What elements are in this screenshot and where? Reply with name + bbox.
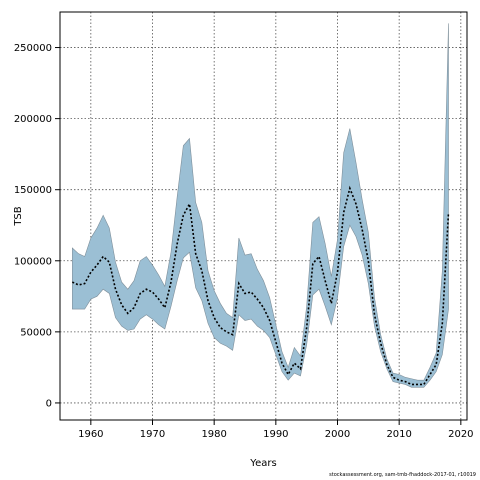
x-tick-label: 1990 — [263, 429, 288, 440]
x-axis: 1960 1970 1980 1990 2000 2010 2020 — [78, 420, 474, 440]
x-tick-label: 2020 — [448, 429, 473, 440]
tsb-estimate-line — [71, 185, 450, 386]
grid-lines — [60, 12, 467, 420]
x-tick-label: 1970 — [140, 429, 165, 440]
x-axis-label: Years — [249, 458, 276, 469]
y-axis: 0 50000 100000 150000 200000 250000 — [14, 43, 60, 409]
plot-frame — [59, 11, 468, 421]
x-tick-label: 1980 — [201, 429, 226, 440]
y-axis-label: TSB — [13, 206, 24, 226]
x-tick-label: 1960 — [78, 429, 103, 440]
x-tick-label: 2000 — [325, 429, 350, 440]
y-tick-label: 150000 — [14, 185, 52, 196]
y-tick-label: 200000 — [14, 114, 52, 125]
y-tick-label: 100000 — [14, 256, 52, 267]
y-tick-label: 50000 — [20, 327, 52, 338]
footer-credit: stockassessment.org, sam-tmb-fhaddock-20… — [329, 472, 476, 478]
x-tick-label: 2010 — [386, 429, 411, 440]
confidence-band — [72, 23, 449, 388]
y-tick-label: 0 — [46, 398, 52, 409]
y-tick-label: 250000 — [14, 43, 52, 54]
